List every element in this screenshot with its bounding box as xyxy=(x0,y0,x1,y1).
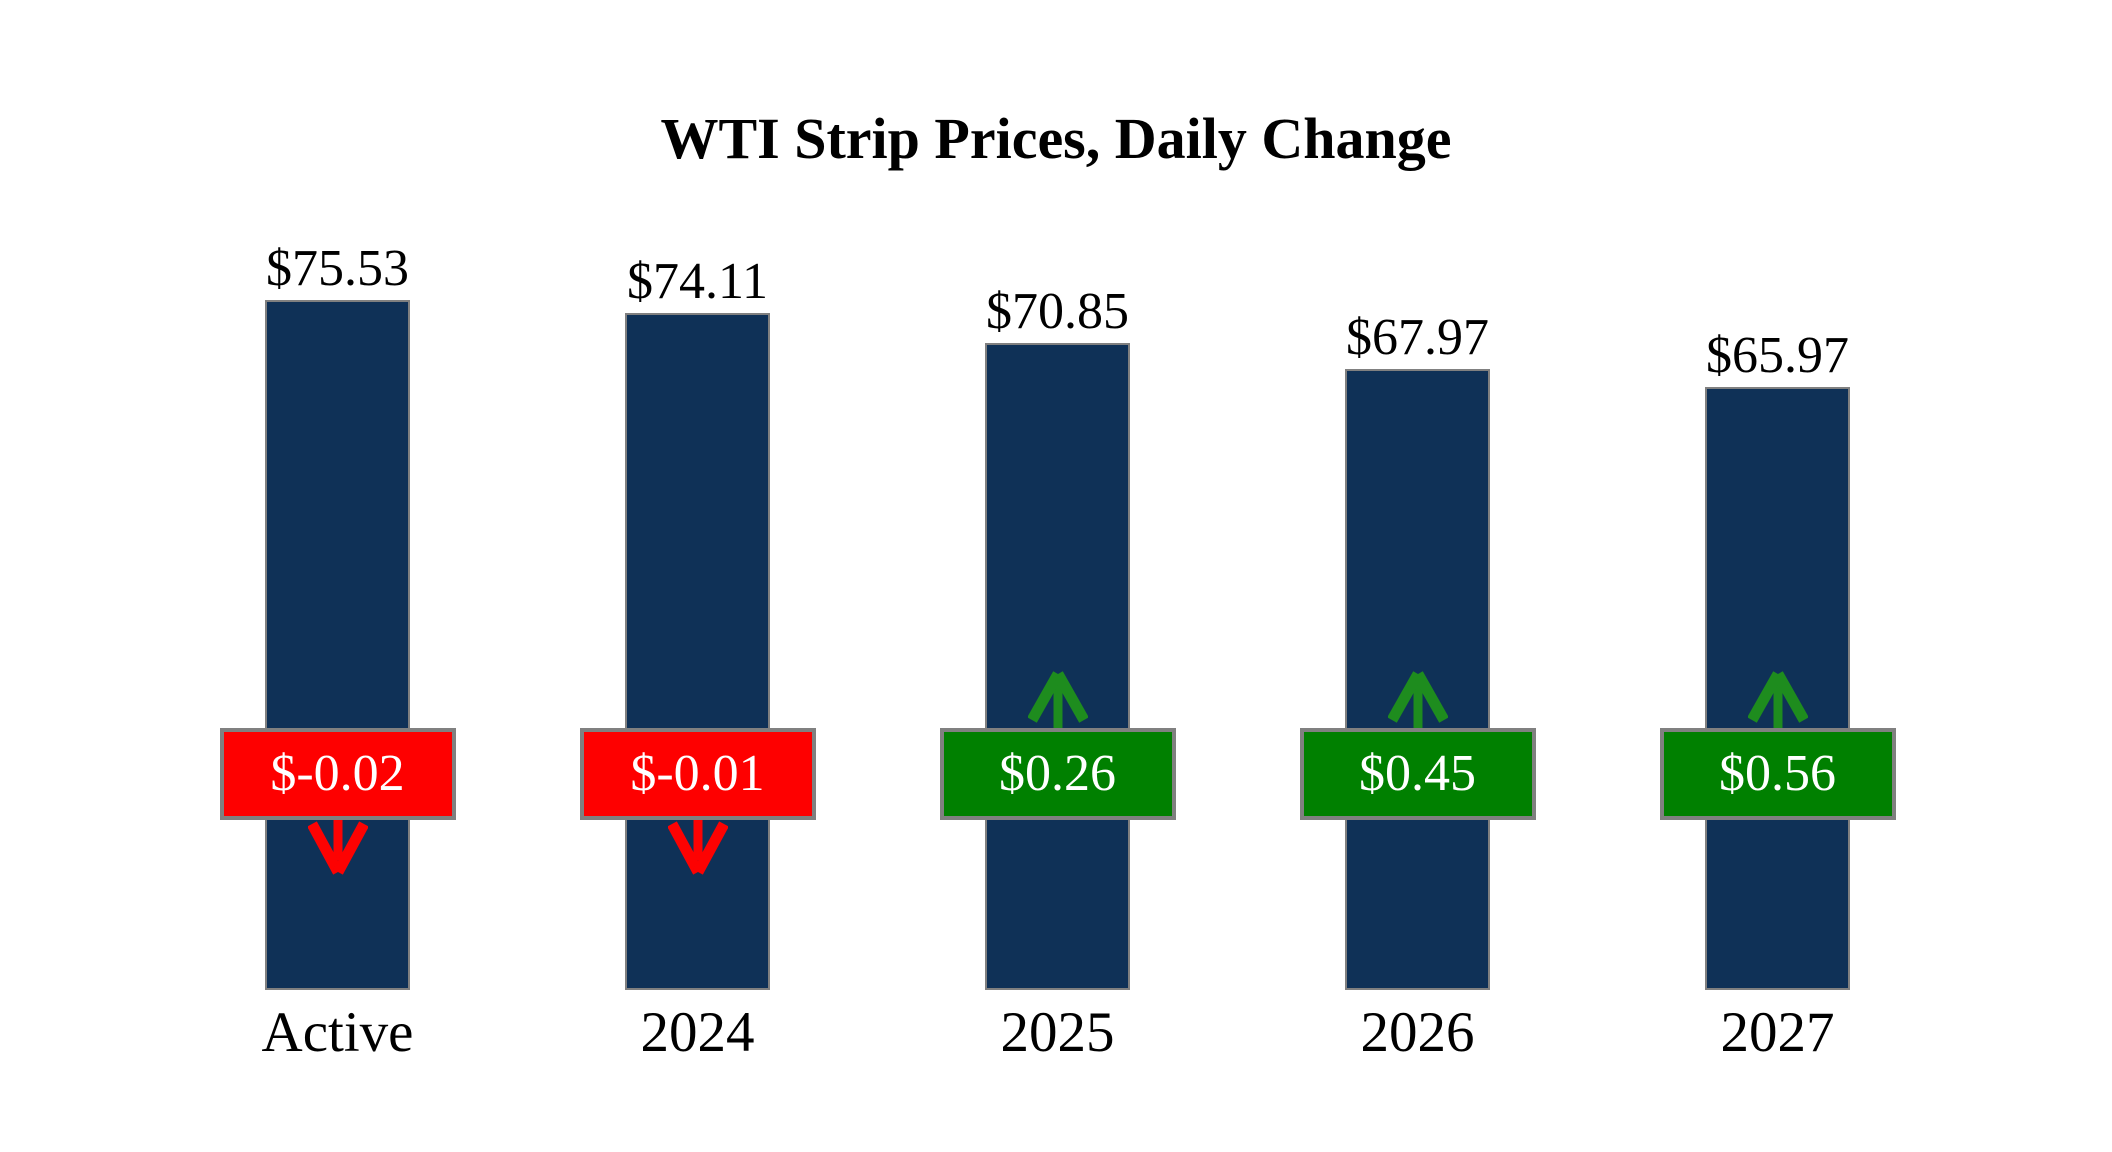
price-label: $70.85 xyxy=(986,283,1129,340)
category-label: 2027 xyxy=(1720,1001,1835,1064)
category-label: 2024 xyxy=(640,1001,755,1064)
category-label: 2026 xyxy=(1360,1001,1475,1064)
category-label: 2025 xyxy=(1000,1001,1115,1064)
bar xyxy=(265,300,410,990)
down-arrow-icon xyxy=(667,818,728,875)
change-badge: $0.45 xyxy=(1299,728,1536,820)
price-label: $67.97 xyxy=(1346,309,1489,366)
up-arrow-icon xyxy=(1387,671,1448,729)
category-label: Active xyxy=(261,1001,414,1064)
change-badge: $-0.02 xyxy=(219,728,456,820)
price-label: $75.53 xyxy=(266,240,409,297)
change-badge: $0.26 xyxy=(939,728,1176,820)
up-arrow-icon xyxy=(1747,671,1808,729)
chart-title: WTI Strip Prices, Daily Change xyxy=(660,106,1452,171)
down-arrow-icon xyxy=(307,818,368,875)
change-badge: $0.56 xyxy=(1659,728,1896,820)
bar xyxy=(985,343,1130,990)
up-arrow-icon xyxy=(1027,671,1088,729)
bar xyxy=(625,313,770,990)
change-badge: $-0.01 xyxy=(579,728,816,820)
price-label: $74.11 xyxy=(626,253,769,310)
price-label: $65.97 xyxy=(1706,327,1849,384)
